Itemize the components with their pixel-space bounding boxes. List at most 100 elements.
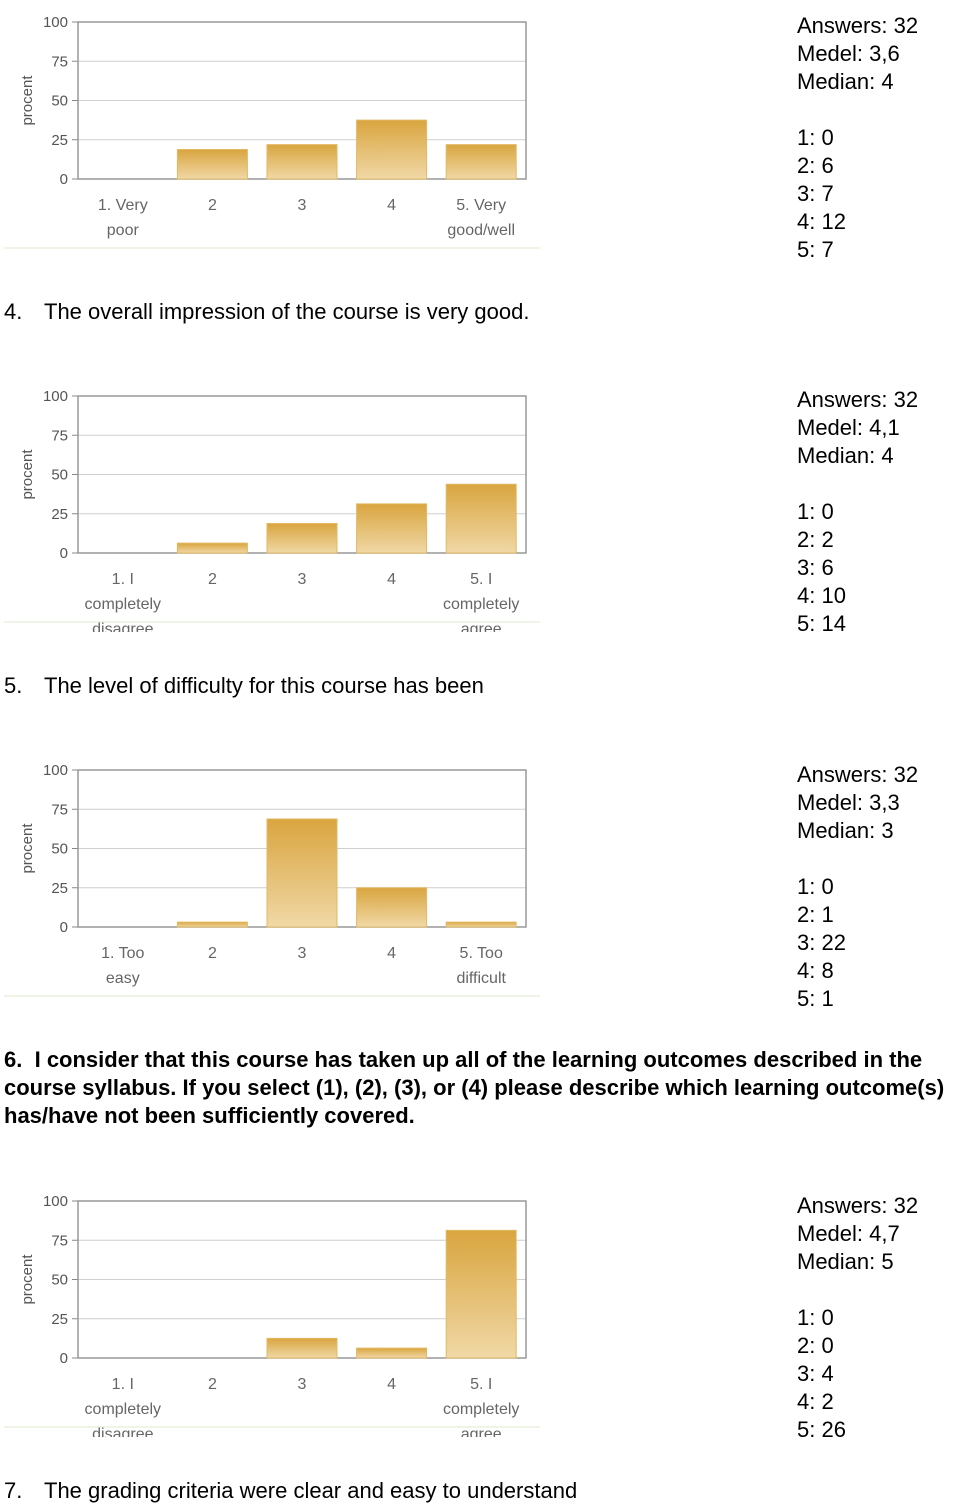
stat-count-1: 1: 0: [797, 125, 834, 150]
chart-q4: 100 75 50 25 0 procent 1. I completely disagree 2…: [0, 382, 545, 632]
y-tick-label: 75: [51, 427, 68, 444]
stat-median: Median: 4: [797, 443, 894, 468]
stat-count-2: 2: 1: [797, 902, 834, 927]
bar-4: [356, 887, 428, 928]
chart-q6: 100 75 50 25 0 procent 1. I completely disagree 2…: [0, 1187, 545, 1437]
x-tick-label: disagree: [92, 621, 153, 632]
x-tick-label: 1. I: [112, 1376, 134, 1393]
x-tick-label: difficult: [456, 970, 506, 987]
y-axis-label: procent: [19, 449, 36, 500]
x-tick-label: 4: [387, 197, 396, 214]
y-tick-label: 0: [60, 919, 68, 936]
x-tick-label: good/well: [447, 222, 515, 239]
bar-3: [266, 1337, 338, 1359]
stat-median: Median: 3: [797, 818, 894, 843]
x-tick-label: 1. Too: [101, 945, 144, 962]
x-tick-label: disagree: [92, 1426, 153, 1437]
x-tick-label: 3: [298, 197, 307, 214]
y-tick-label: 0: [60, 171, 68, 188]
x-tick-label: completely: [85, 596, 161, 613]
chart-q3: 100 75 50 25 0 procent 1. Very poor 2 3 4 5. Very go…: [0, 8, 545, 258]
question-text: I consider that this course has taken up…: [4, 1047, 945, 1128]
x-tick-label: 2: [208, 571, 217, 588]
stat-count-1: 1: 0: [797, 1305, 834, 1330]
y-tick-label: 0: [60, 545, 68, 562]
bar-2: [176, 921, 248, 928]
stat-count-4: 4: 8: [797, 958, 834, 983]
y-axis-label: procent: [19, 75, 36, 126]
x-tick-label: 2: [208, 1376, 217, 1393]
y-tick-label: 50: [51, 93, 68, 110]
y-axis-label: procent: [19, 1254, 36, 1305]
question-7: 7. The grading criteria were clear and ea…: [4, 1477, 960, 1505]
stat-count-3: 3: 4: [797, 1361, 834, 1386]
x-tick-label: 2: [208, 197, 217, 214]
x-tick-label: completely: [443, 1401, 519, 1418]
question-number: 4.: [4, 299, 23, 324]
x-tick-label: 4: [387, 571, 396, 588]
stats-q5: Answers: 32 Medel: 3,3 Median: 3 1: 0 2:…: [797, 761, 918, 1013]
stat-answers: Answers: 32: [797, 387, 919, 412]
x-tick-label: completely: [443, 596, 519, 613]
x-tick-label: 1. I: [112, 571, 134, 588]
x-tick-label: 2: [208, 945, 217, 962]
x-tick-label: 5. I: [470, 571, 492, 588]
x-tick-label: 4: [387, 945, 396, 962]
y-tick-label: 100: [43, 762, 68, 779]
question-5: 5. The level of difficulty for this cours…: [4, 672, 960, 700]
stat-count-2: 2: 2: [797, 527, 834, 552]
bar-2: [176, 148, 248, 180]
x-tick-label: easy: [106, 970, 140, 987]
bar-3: [266, 522, 338, 554]
x-tick-label: 5. Very: [456, 197, 506, 214]
stat-median: Median: 4: [797, 69, 894, 94]
bar-4: [356, 503, 428, 554]
stat-answers: Answers: 32: [797, 762, 919, 787]
stat-count-2: 2: 6: [797, 153, 834, 178]
question-text: The grading criteria were clear and easy…: [44, 1478, 578, 1503]
chart-svg: 100 75 50 25 0 procent 1. I completely disagree 2…: [4, 388, 540, 632]
x-tick-label: 3: [298, 571, 307, 588]
y-tick-label: 75: [51, 53, 68, 70]
stat-answers: Answers: 32: [797, 1193, 919, 1218]
stat-medel: Medel: 4,7: [797, 1221, 900, 1246]
stat-medel: Medel: 3,6: [797, 41, 900, 66]
y-tick-label: 50: [51, 467, 68, 484]
stat-count-4: 4: 12: [797, 209, 846, 234]
x-tick-label: 3: [298, 1376, 307, 1393]
question-number: 6.: [4, 1047, 23, 1072]
chart-svg: 100 75 50 25 0 procent 1. I completely disagree 2…: [4, 1193, 540, 1437]
stat-count-1: 1: 0: [797, 874, 834, 899]
y-axis-label: procent: [19, 823, 36, 874]
stats-q6: Answers: 32 Medel: 4,7 Median: 5 1: 0 2:…: [797, 1192, 918, 1444]
y-tick-label: 0: [60, 1350, 68, 1367]
stat-count-3: 3: 7: [797, 181, 834, 206]
x-tick-label: 5. Too: [460, 945, 503, 962]
question-number: 5.: [4, 673, 23, 698]
x-tick-label: 3: [298, 945, 307, 962]
stats-q4: Answers: 32 Medel: 4,1 Median: 4 1: 0 2:…: [797, 386, 918, 638]
stat-count-3: 3: 6: [797, 555, 834, 580]
stat-count-5: 5: 7: [797, 237, 834, 262]
chart-svg: 100 75 50 25 0 procent 1. Too easy 2 3 4 5. Too diff…: [4, 762, 540, 997]
y-tick-label: 50: [51, 1272, 68, 1289]
y-tick-label: 100: [43, 388, 68, 405]
bar-3: [266, 144, 338, 180]
question-text: The level of difficulty for this course …: [44, 673, 484, 698]
y-tick-label: 25: [51, 132, 68, 149]
question-number: 7.: [4, 1478, 23, 1503]
y-tick-label: 75: [51, 1232, 68, 1249]
y-tick-label: 25: [51, 1311, 68, 1328]
bar-5: [445, 144, 517, 180]
stat-count-5: 5: 26: [797, 1417, 846, 1442]
x-tick-label: agree: [461, 621, 502, 632]
bar-4: [356, 119, 428, 180]
bar-4: [356, 1347, 428, 1359]
stat-count-4: 4: 2: [797, 1389, 834, 1414]
bar-5: [445, 921, 517, 928]
question-text: The overall impression of the course is …: [44, 299, 530, 324]
stat-answers: Answers: 32: [797, 13, 919, 38]
y-tick-label: 50: [51, 841, 68, 858]
chart-q5: 100 75 50 25 0 procent 1. Too easy 2 3 4 5. Too diff…: [0, 756, 545, 1006]
bar-5: [445, 483, 517, 554]
